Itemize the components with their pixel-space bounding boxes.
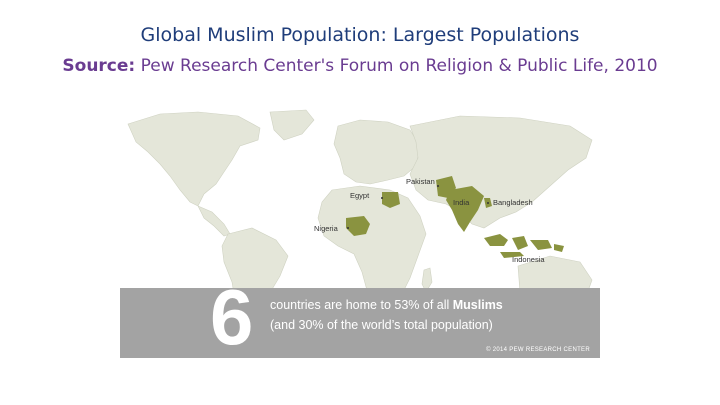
banner-line-2: (and 30% of the world’s total population… [270, 318, 493, 332]
label-egypt: Egypt [350, 191, 370, 200]
source-text: Pew Research Center's Forum on Religion … [135, 56, 658, 76]
marker-pakistan [437, 185, 439, 187]
landmass-asia [409, 115, 593, 229]
page-title: Global Muslim Population: Largest Popula… [140, 24, 580, 46]
banner-line-1-bold: Muslims [452, 298, 503, 312]
marker-bangladesh [487, 202, 489, 204]
label-bangladesh: Bangladesh [493, 198, 533, 207]
stats-banner: 6 countries are home to 53% of all Musli… [120, 278, 600, 358]
marker-egypt [381, 197, 383, 199]
landmass-greenland [269, 109, 315, 141]
label-nigeria: Nigeria [314, 224, 339, 233]
banner-line-1-text: countries are home to 53% of all [270, 298, 453, 312]
landmass-central-america [197, 205, 231, 237]
label-indonesia: Indonesia [512, 255, 545, 264]
source-line: Source: Pew Research Center's Forum on R… [0, 56, 720, 76]
country-nigeria [346, 216, 370, 236]
landmass-europe [333, 119, 421, 185]
world-map-svg: Pakistan Egypt India Bangladesh Nigeria … [127, 109, 593, 335]
marker-nigeria [347, 227, 349, 229]
source-label: Source: [62, 56, 136, 76]
banner-line-1: countries are home to 53% of all Muslims [270, 298, 503, 312]
landmass-north-america [127, 111, 261, 207]
big-number: 6 [210, 273, 254, 361]
country-india [446, 186, 484, 232]
pew-credit: © 2014 PEW RESEARCH CENTER [486, 347, 590, 353]
country-indonesia [484, 234, 564, 258]
label-india: India [453, 198, 470, 207]
country-egypt [382, 192, 400, 208]
landmass-madagascar [421, 267, 433, 293]
label-pakistan: Pakistan [406, 177, 435, 186]
